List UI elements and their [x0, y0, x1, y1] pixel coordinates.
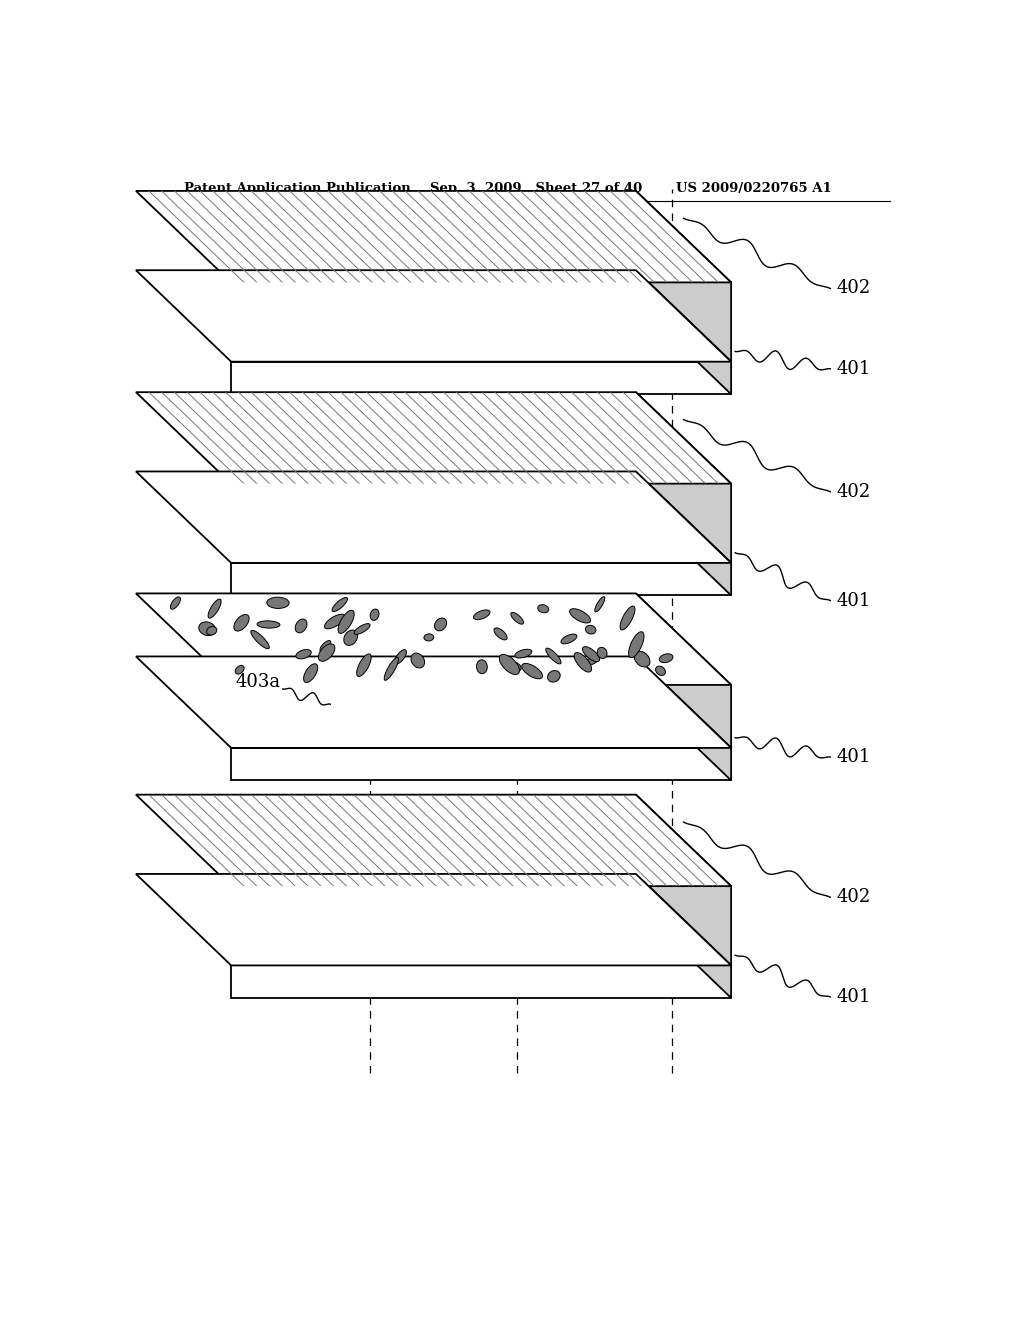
Polygon shape: [231, 748, 731, 780]
Polygon shape: [231, 685, 731, 748]
Ellipse shape: [319, 640, 331, 652]
Polygon shape: [636, 874, 731, 998]
Text: 402: 402: [837, 888, 871, 907]
Ellipse shape: [500, 655, 519, 675]
Ellipse shape: [267, 597, 289, 609]
Ellipse shape: [655, 667, 666, 676]
Ellipse shape: [207, 627, 217, 635]
Ellipse shape: [332, 598, 347, 611]
Ellipse shape: [507, 661, 521, 672]
Text: 401: 401: [837, 748, 871, 766]
Text: 401: 401: [837, 360, 871, 378]
Ellipse shape: [257, 620, 280, 628]
Ellipse shape: [583, 647, 600, 661]
Ellipse shape: [574, 652, 592, 672]
Ellipse shape: [629, 632, 644, 657]
Text: Patent Application Publication: Patent Application Publication: [183, 182, 411, 195]
Ellipse shape: [561, 634, 577, 644]
Ellipse shape: [595, 597, 605, 612]
Ellipse shape: [424, 634, 434, 642]
Ellipse shape: [354, 623, 370, 635]
Ellipse shape: [476, 660, 487, 673]
Ellipse shape: [522, 664, 543, 678]
Ellipse shape: [546, 648, 561, 664]
Ellipse shape: [199, 622, 215, 635]
Polygon shape: [636, 795, 731, 965]
Polygon shape: [136, 471, 731, 562]
Ellipse shape: [434, 618, 446, 631]
Polygon shape: [136, 656, 731, 748]
Ellipse shape: [569, 609, 591, 623]
Ellipse shape: [580, 659, 598, 667]
Polygon shape: [231, 483, 731, 562]
Polygon shape: [136, 874, 731, 965]
Ellipse shape: [538, 605, 549, 612]
Ellipse shape: [621, 606, 635, 630]
Polygon shape: [636, 392, 731, 562]
Polygon shape: [231, 282, 731, 362]
Text: 401: 401: [837, 987, 871, 1006]
Ellipse shape: [303, 664, 317, 682]
Polygon shape: [636, 271, 731, 395]
Ellipse shape: [251, 631, 269, 648]
Text: 401: 401: [837, 591, 871, 610]
Ellipse shape: [548, 671, 560, 682]
Ellipse shape: [384, 657, 398, 680]
Ellipse shape: [494, 628, 507, 640]
Ellipse shape: [233, 615, 249, 631]
Polygon shape: [636, 191, 731, 362]
Ellipse shape: [659, 653, 673, 663]
Polygon shape: [136, 392, 731, 483]
Polygon shape: [231, 886, 731, 965]
Ellipse shape: [338, 610, 354, 634]
Polygon shape: [231, 362, 731, 395]
Ellipse shape: [395, 649, 407, 664]
Ellipse shape: [473, 610, 490, 619]
Ellipse shape: [586, 626, 596, 634]
Polygon shape: [231, 965, 731, 998]
Polygon shape: [136, 594, 731, 685]
Ellipse shape: [208, 599, 221, 618]
Ellipse shape: [318, 644, 335, 661]
Ellipse shape: [515, 649, 531, 657]
Ellipse shape: [296, 649, 311, 659]
Polygon shape: [636, 594, 731, 748]
Ellipse shape: [325, 614, 345, 628]
Text: 403a: 403a: [236, 673, 281, 690]
Ellipse shape: [597, 647, 607, 659]
Text: Fig. 35: Fig. 35: [183, 219, 283, 247]
Ellipse shape: [411, 653, 425, 668]
Ellipse shape: [344, 630, 357, 645]
Ellipse shape: [295, 619, 307, 632]
Polygon shape: [636, 656, 731, 780]
Ellipse shape: [634, 651, 650, 667]
Ellipse shape: [236, 665, 244, 675]
Text: 402: 402: [837, 280, 871, 297]
Text: 402: 402: [837, 483, 871, 500]
Polygon shape: [136, 191, 731, 282]
Ellipse shape: [170, 597, 180, 610]
Ellipse shape: [511, 612, 523, 624]
Text: US 2009/0220765 A1: US 2009/0220765 A1: [676, 182, 831, 195]
Polygon shape: [231, 562, 731, 595]
Polygon shape: [636, 471, 731, 595]
Ellipse shape: [356, 653, 371, 676]
Text: Sep. 3, 2009   Sheet 27 of 40: Sep. 3, 2009 Sheet 27 of 40: [430, 182, 642, 195]
Polygon shape: [136, 795, 731, 886]
Polygon shape: [136, 271, 731, 362]
Ellipse shape: [370, 609, 379, 620]
